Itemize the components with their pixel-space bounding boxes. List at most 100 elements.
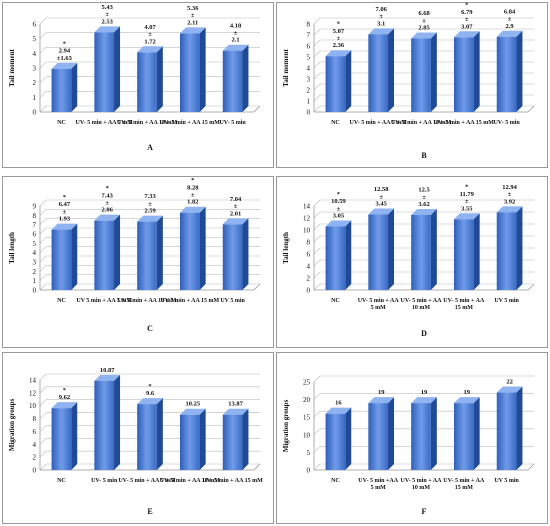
- gridline-depth: [313, 39, 321, 47]
- data-label: 9.62: [59, 394, 70, 401]
- gridline-depth: [39, 283, 47, 291]
- bar: [496, 36, 517, 113]
- x-tick-label: UV- 5 min + AA 15 mM: [202, 478, 263, 484]
- x-tick-label: UV- 5 min + AA 15 mM: [434, 120, 495, 126]
- gridline-depth: [39, 438, 47, 445]
- bar: [453, 403, 474, 470]
- data-label: ±: [105, 199, 109, 206]
- bar-top: [222, 408, 249, 415]
- y-tick-label: 3: [33, 65, 37, 73]
- chart-panel-f: 0 5 10 15 20 25 Migration groups 16 NC 19 UV- 5 mi…: [276, 352, 548, 524]
- bar: [496, 392, 517, 470]
- data-label: 7.33: [144, 193, 156, 200]
- y-tick-label: 8: [33, 212, 37, 220]
- x-tick-label: NC: [331, 120, 340, 126]
- panel-label: B: [421, 151, 427, 160]
- bar-top: [453, 213, 480, 220]
- x-tick-label: 15 mM: [455, 305, 473, 311]
- bar-top: [179, 206, 206, 213]
- data-label: 6.47: [59, 201, 71, 208]
- data-label: 1.93: [59, 216, 71, 223]
- data-label: 16: [335, 400, 342, 407]
- bar: [137, 52, 157, 112]
- x-tick-label: 5 mM: [371, 485, 386, 491]
- bar-top: [496, 206, 523, 213]
- bar-side: [114, 214, 121, 290]
- data-label: 12.5: [418, 187, 430, 194]
- bar-top: [51, 402, 78, 409]
- bar: [411, 215, 431, 290]
- bar-top: [325, 407, 352, 414]
- y-axis-title: Migration groups: [282, 399, 290, 452]
- bar-side: [388, 28, 395, 113]
- bar-top: [137, 398, 163, 405]
- panel-label: A: [147, 143, 153, 152]
- data-label: 2.36: [333, 42, 345, 49]
- x-tick-label: NC: [331, 478, 340, 484]
- bar-top: [411, 397, 437, 404]
- y-axis-title: Tail moment: [8, 49, 16, 87]
- data-label: 7.43: [102, 192, 114, 199]
- data-label: ±: [234, 203, 238, 210]
- data-label: 10.87: [100, 367, 115, 374]
- y-tick-label: 4: [33, 441, 37, 449]
- y-tick-label: 8: [307, 21, 311, 29]
- bar-top: [222, 218, 249, 225]
- data-label: ±: [63, 208, 67, 215]
- x-tick-label: UV- 5 min: [91, 478, 118, 484]
- x-tick-label: UV- 5 min + AA 5 mM: [118, 478, 176, 484]
- data-label: ±: [105, 11, 109, 18]
- data-label: 2.06: [102, 207, 114, 214]
- y-tick-label: 4: [33, 50, 37, 58]
- data-label: 22: [506, 379, 512, 386]
- data-label: *: [191, 177, 194, 184]
- bar: [51, 229, 72, 290]
- x-tick-label: 10 mM: [412, 485, 430, 491]
- x-tick-label: UV 5 min + AA 5 mM: [76, 298, 132, 304]
- x-tick-label: UV- 5 min + AA: [401, 478, 443, 484]
- x-tick-label: UV- 5 min + AA: [443, 298, 485, 304]
- bar: [222, 414, 243, 470]
- bar-top: [496, 386, 523, 393]
- data-label: 2.01: [230, 210, 241, 217]
- data-label: *: [63, 194, 66, 201]
- data-label: 6.84: [504, 8, 516, 15]
- data-label: ±: [337, 205, 341, 212]
- gridline-depth: [39, 76, 47, 83]
- gridline-depth: [313, 428, 321, 436]
- y-tick-label: 20: [303, 396, 311, 404]
- data-label: ±: [508, 16, 512, 23]
- y-tick-label: 0: [307, 287, 311, 295]
- bar-side: [156, 46, 163, 112]
- gridline-depth: [313, 271, 321, 279]
- gridline-depth: [39, 199, 47, 207]
- gridline-depth: [39, 386, 47, 394]
- data-label: 1.72: [144, 38, 155, 45]
- y-tick-label: 25: [303, 379, 311, 387]
- data-label: 13.87: [228, 401, 243, 408]
- y-tick-label: 8: [33, 415, 37, 423]
- bar-side: [516, 386, 523, 470]
- y-tick-label: 2: [307, 87, 311, 95]
- bar-side: [473, 213, 480, 290]
- data-label: ±: [379, 193, 383, 200]
- bar-side: [156, 398, 163, 470]
- gridline-depth: [313, 223, 321, 231]
- bar-side: [199, 206, 206, 290]
- gridline-depth: [39, 425, 47, 432]
- bar: [453, 37, 474, 113]
- bar: [222, 224, 243, 290]
- bar: [137, 221, 157, 290]
- gridline-depth: [39, 237, 47, 244]
- data-label: 7.06: [376, 6, 388, 13]
- y-tick-label: 6: [33, 428, 37, 436]
- bar: [411, 403, 431, 470]
- x-tick-label: UV- 5 min: [219, 120, 246, 126]
- bar-side: [345, 220, 352, 290]
- data-label: 10.59: [331, 198, 346, 205]
- y-tick-label: 0: [307, 109, 311, 117]
- data-label: *: [337, 191, 340, 198]
- data-label: ±: [465, 16, 469, 23]
- gridline-depth: [313, 463, 321, 471]
